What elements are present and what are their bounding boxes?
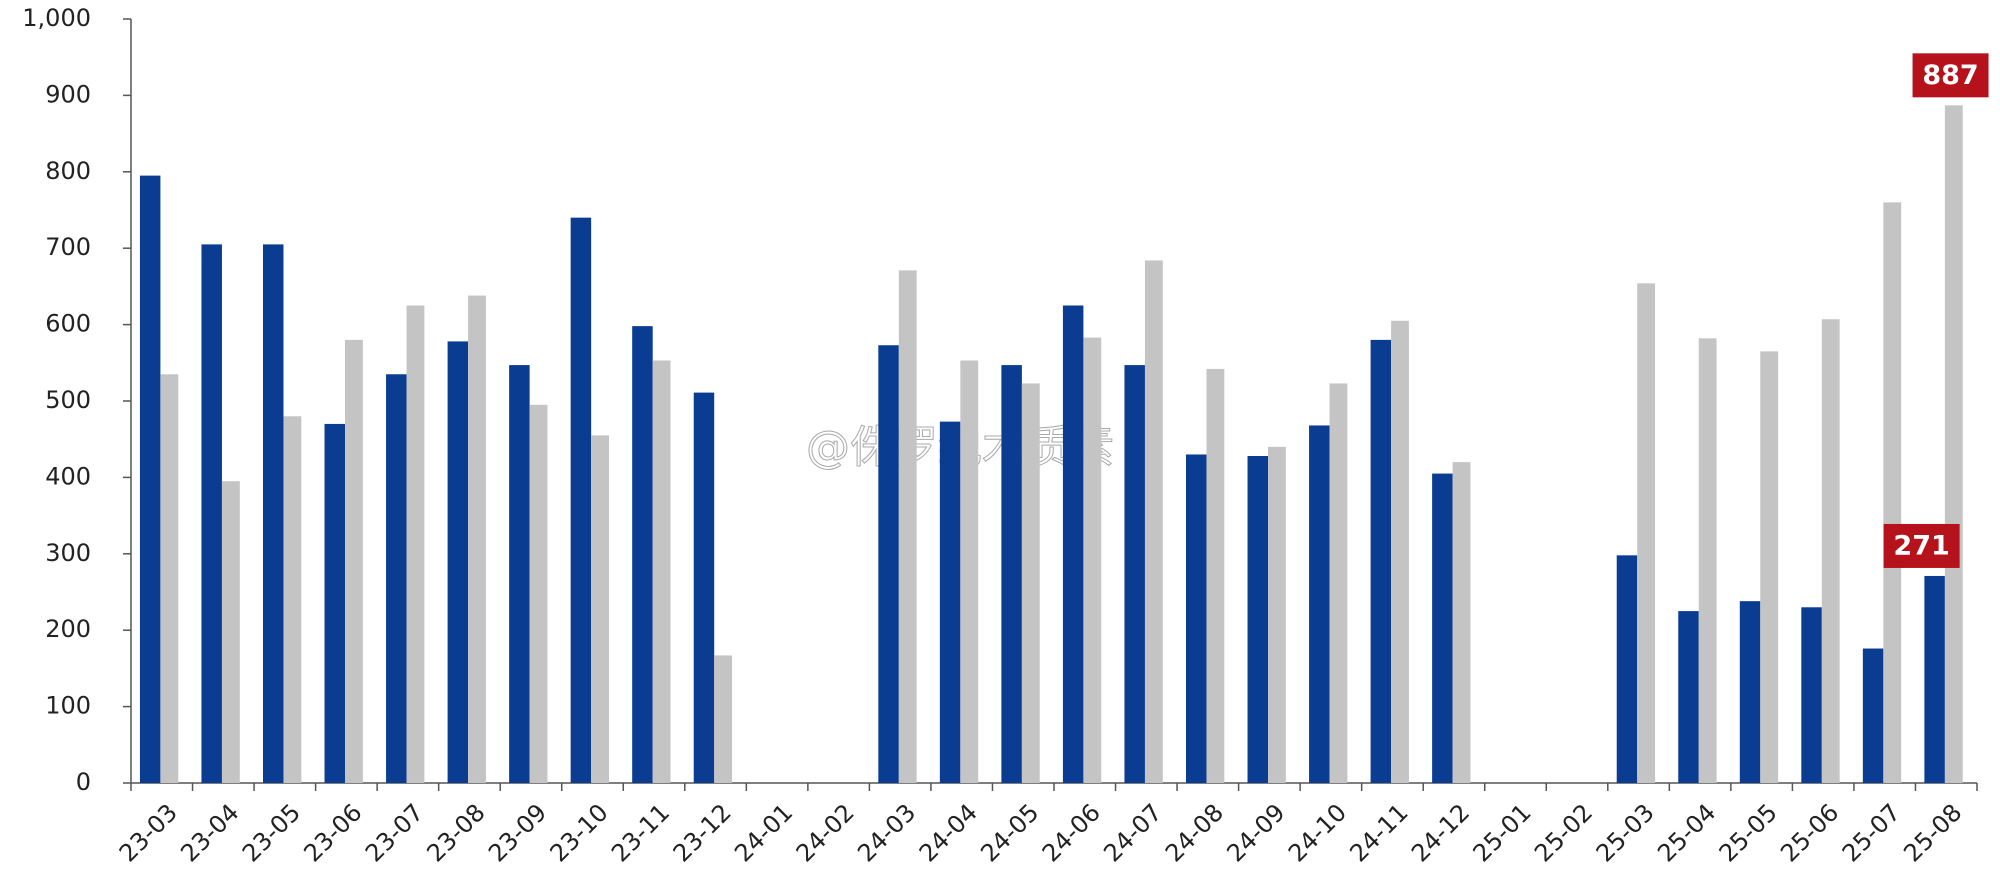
bar	[1206, 368, 1225, 783]
bar	[1329, 383, 1348, 783]
bar	[570, 217, 592, 783]
bar	[160, 374, 179, 783]
bar	[447, 341, 469, 783]
bar	[221, 481, 240, 783]
bar	[939, 421, 961, 783]
bar	[1944, 105, 1963, 783]
bar	[714, 655, 733, 783]
bar	[1637, 283, 1656, 783]
bar	[1309, 425, 1330, 783]
bar	[406, 305, 425, 783]
bar	[1185, 454, 1207, 783]
bar	[1370, 339, 1392, 783]
y-tick-label: 300	[45, 539, 91, 567]
y-tick-label: 1,000	[22, 4, 91, 32]
bar	[1144, 260, 1163, 783]
y-tick-label: 800	[45, 157, 91, 185]
y-tick-label: 0	[76, 768, 91, 796]
bar	[1021, 383, 1040, 783]
bar	[1616, 555, 1638, 783]
bar	[652, 360, 671, 783]
y-tick-label: 500	[45, 386, 91, 414]
bar	[1432, 473, 1453, 783]
bar	[1247, 456, 1269, 783]
bar	[960, 360, 979, 783]
bar	[509, 365, 530, 783]
bar	[1062, 305, 1084, 783]
bar	[1452, 462, 1471, 783]
bar	[262, 244, 284, 783]
bar	[1268, 446, 1286, 783]
data-label: 271	[1893, 530, 1949, 561]
bar	[693, 392, 715, 783]
bar	[345, 339, 363, 783]
bar	[324, 423, 346, 783]
bar	[898, 270, 917, 784]
bar	[468, 295, 486, 783]
bar	[1698, 338, 1717, 783]
bar	[1862, 648, 1884, 783]
bar	[201, 244, 222, 783]
bar	[283, 416, 302, 783]
bar	[1678, 611, 1699, 783]
bar	[1001, 365, 1022, 783]
bar	[591, 435, 609, 783]
bar	[1083, 337, 1102, 783]
bar	[529, 404, 548, 783]
bar	[1883, 202, 1902, 784]
y-tick-label: 100	[45, 692, 91, 720]
y-tick-label: 900	[45, 80, 91, 108]
y-tick-label: 600	[45, 310, 91, 338]
y-tick-label: 400	[45, 462, 91, 490]
y-tick-label: 200	[45, 615, 91, 643]
data-label-box	[1912, 53, 1989, 98]
bar	[139, 175, 161, 783]
data-label-box	[1883, 523, 1960, 568]
bar	[632, 326, 653, 783]
bar	[386, 374, 407, 783]
bar	[1760, 351, 1779, 783]
bar	[1801, 607, 1822, 783]
bar	[1391, 320, 1409, 783]
y-tick-label: 700	[45, 233, 91, 261]
bar	[1124, 365, 1145, 783]
bar	[878, 345, 899, 783]
bar	[1924, 575, 1945, 783]
bar	[1739, 601, 1761, 783]
bar	[1821, 319, 1840, 783]
data-label: 887	[1922, 60, 1978, 91]
